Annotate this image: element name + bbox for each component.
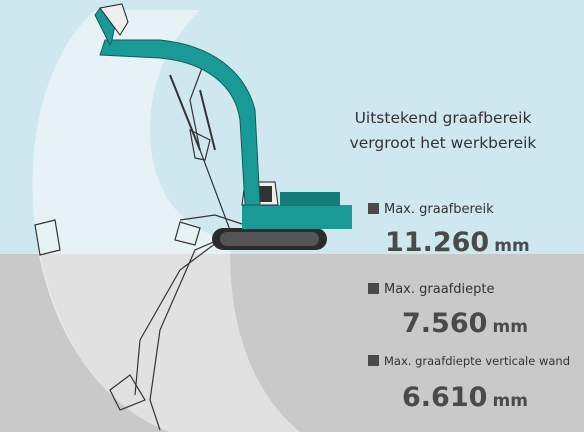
bullet xyxy=(368,283,379,294)
caption-line: Uitstekend graafbereik xyxy=(355,109,532,127)
spec-label: Max. graafdiepte verticale wand xyxy=(384,354,570,368)
unit: mm xyxy=(494,236,529,256)
diagram: Uitstekend graafbereik vergroot het werk… xyxy=(0,0,584,432)
bullet xyxy=(368,355,379,366)
value: 7.560 xyxy=(402,308,487,339)
spec-label: Max. graafbereik xyxy=(384,202,494,217)
unit: mm xyxy=(493,391,528,411)
unit: mm xyxy=(493,317,528,337)
spec-label: Max. graafdiepte xyxy=(384,282,494,297)
bullet xyxy=(368,203,379,214)
caption-line: vergroot het werkbereik xyxy=(350,134,537,152)
page: Uitstekend graafbereik vergroot het werk… xyxy=(0,0,584,432)
value: 6.610 xyxy=(402,382,487,413)
value: 11.260 xyxy=(385,227,489,258)
